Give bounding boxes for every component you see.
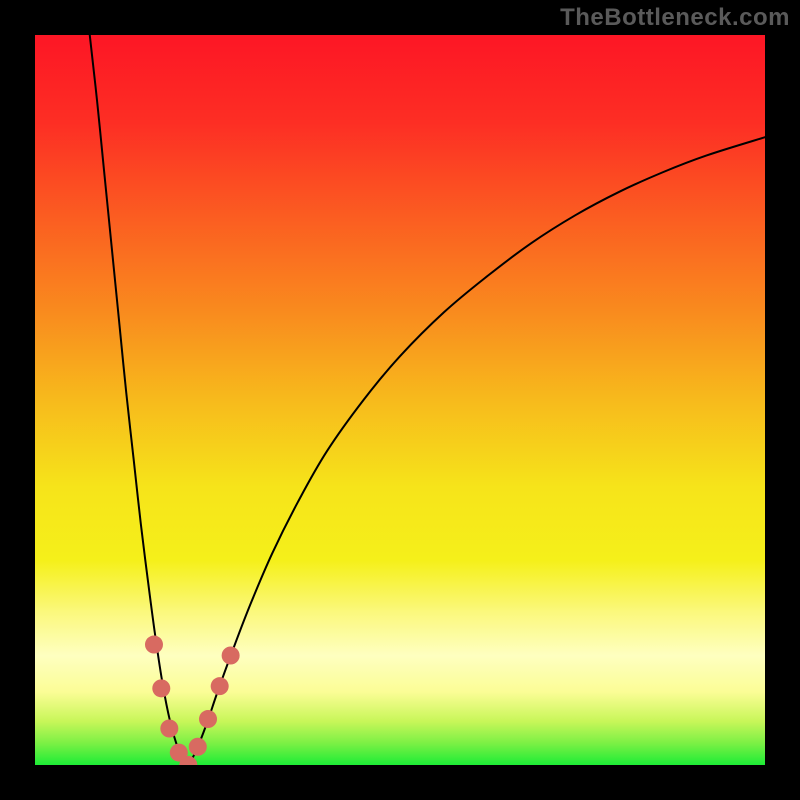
data-marker (222, 647, 240, 665)
bottleneck-chart: TheBottleneck.com (0, 0, 800, 800)
data-marker (152, 679, 170, 697)
data-marker (211, 677, 229, 695)
watermark-text: TheBottleneck.com (560, 4, 790, 32)
data-marker (145, 636, 163, 654)
data-marker (189, 738, 207, 756)
data-marker (160, 720, 178, 738)
plot-background (35, 35, 765, 765)
data-marker (199, 710, 217, 728)
chart-svg (0, 0, 800, 800)
